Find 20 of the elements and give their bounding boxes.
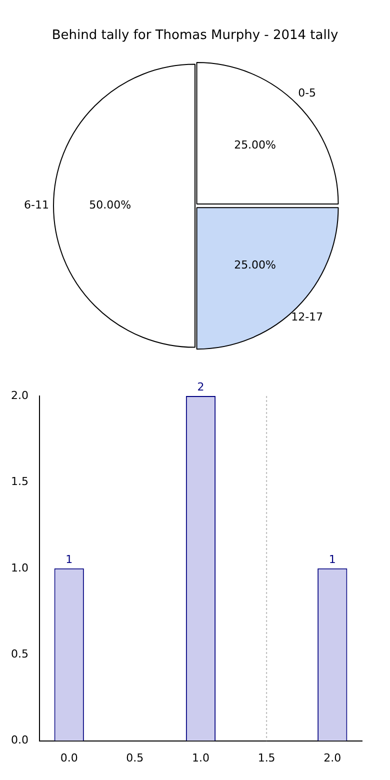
data-label: 50.00% <box>89 198 132 212</box>
data-label: 1 <box>328 552 336 566</box>
data-label: 1 <box>66 552 73 566</box>
y-tick-label: 1.0 <box>10 561 28 574</box>
y-tick-label: 2.0 <box>10 388 28 402</box>
y-tick-label: 0.0 <box>10 734 28 747</box>
x-tick-label: 1.0 <box>192 751 210 764</box>
x-tick-label: 0.0 <box>60 751 78 764</box>
chart-title: Behind tally for Thomas Murphy - 2014 tally <box>52 28 338 44</box>
slice-label: 6-11 <box>24 198 50 212</box>
data-label: 2 <box>197 380 204 394</box>
x-tick-label: 0.5 <box>126 751 144 764</box>
y-tick-label: 0.5 <box>10 647 28 660</box>
slice-label: 0-5 <box>298 86 316 100</box>
data-label: 25.00% <box>234 258 276 272</box>
y-tick-label: 1.5 <box>10 475 28 488</box>
x-tick-label: 1.5 <box>258 751 276 764</box>
slice-label: 12-17 <box>291 310 324 324</box>
x-tick-label: 2.0 <box>324 751 342 764</box>
data-label: 25.00% <box>234 138 276 152</box>
